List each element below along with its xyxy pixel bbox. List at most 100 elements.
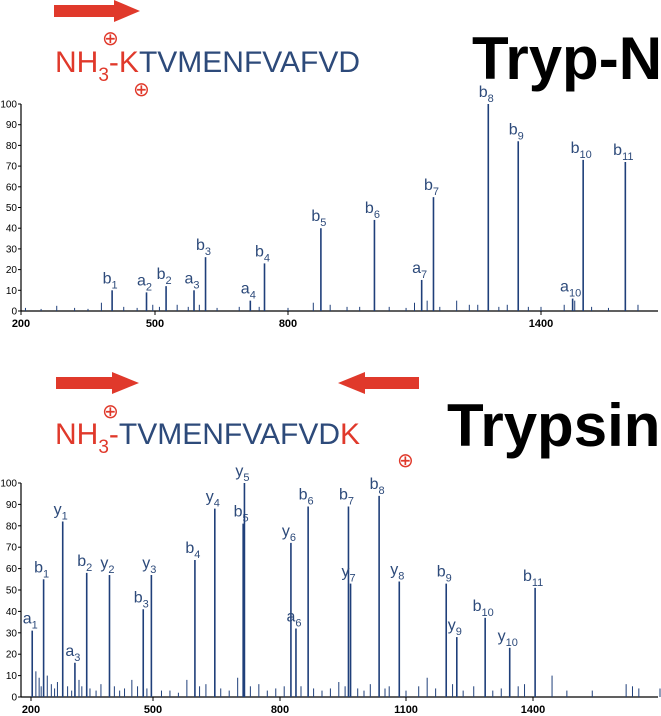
peak-label-b6: b6 [299, 487, 314, 508]
x-tick-label: 800 [271, 704, 289, 716]
y-ticks: 0 10 20 30 40 50 60 70 80 90 100 [0, 479, 21, 704]
peak-label-b8: b8 [370, 476, 385, 497]
peak-label-a3: a3 [65, 643, 80, 664]
seq-dash: - [109, 46, 119, 79]
direction-arrow-right-icon [54, 0, 140, 22]
seq-dash: - [109, 418, 119, 451]
peak-label-b1: b1 [34, 559, 49, 580]
x-tick-label: 200 [12, 318, 30, 330]
y-tick-label: 90 [6, 500, 18, 511]
panel-tryp-n: NH3-KTVMENFVAFVD ⊕ ⊕ Tryp-N 0 10 20 30 40 50 6… [0, 0, 661, 330]
y-ticks: 0 10 20 30 40 50 60 70 80 90 100 [0, 100, 21, 318]
y-tick-label: 0 [11, 693, 17, 704]
x-tick-label: 800 [279, 318, 297, 330]
chart-title: Trypsin [447, 392, 660, 459]
peak-label-b2: b2 [157, 266, 172, 287]
peak-label-b11: b11 [613, 142, 633, 163]
seq-subscript: 3 [98, 437, 109, 458]
seq-red-residue: K [340, 418, 360, 451]
y-tick-label: 10 [6, 671, 18, 682]
x-tick-label: 500 [146, 318, 164, 330]
peak-label-y3: y3 [142, 555, 156, 576]
y-tick-label: 70 [6, 543, 18, 554]
y-tick-label: 20 [6, 650, 18, 661]
y-tick-label: 20 [6, 265, 18, 276]
peak-label-a7: a7 [412, 260, 427, 281]
x-ticks: 200 500 800 1100 1400 [22, 697, 545, 716]
peak-label-b11: b11 [523, 568, 543, 589]
spectrum-peaks: a1 b1 a3 y1 b2 y2 b3 y3 b4 y4 b5 y5 y6 a6 b6 b7 y7 b8 y8 b9… [23, 463, 543, 697]
sequence-line: NH3-KTVMENFVAFVD [55, 46, 360, 86]
y-tick-label: 60 [6, 182, 18, 193]
baseline-noise [35, 671, 661, 697]
charge-symbol-nh3: ⊕ [102, 401, 119, 423]
x-tick-label: 1400 [521, 704, 545, 716]
seq-prefix: NH [55, 46, 98, 79]
x-tick-label: 1100 [394, 704, 418, 716]
y-tick-label: 0 [11, 307, 17, 318]
seq-subscript: 3 [98, 65, 109, 86]
y-tick-label: 30 [6, 244, 18, 255]
y-tick-label: 70 [6, 162, 18, 173]
y-tick-label: 80 [6, 521, 18, 532]
x-tick-label: 500 [144, 704, 162, 716]
peak-label-y4: y4 [206, 489, 220, 510]
peak-label-a4: a4 [241, 281, 256, 302]
y-tick-label: 100 [0, 479, 17, 490]
peak-label-y9: y9 [448, 617, 462, 638]
y-tick-label: 50 [6, 586, 18, 597]
peak-label-y8: y8 [390, 561, 404, 582]
peak-label-b4: b4 [185, 540, 200, 561]
peak-label-b3: b3 [196, 237, 211, 258]
y-tick-label: 10 [6, 286, 18, 297]
y-tick-label: 40 [6, 224, 18, 235]
panel-trypsin: NH3-TVMENFVAFVDK ⊕ ⊕ Trypsin 0 10 20 30 40 50… [0, 372, 661, 716]
peak-label-b5: b5 [234, 504, 249, 525]
peak-label-b1: b1 [103, 270, 118, 291]
charge-symbol-nh3: ⊕ [102, 28, 119, 50]
baseline-noise [24, 300, 639, 311]
y-tick-label: 50 [6, 203, 18, 214]
seq-rest: TVMENFVAFVD [139, 46, 360, 79]
charge-symbol-k: ⊕ [133, 79, 150, 101]
peak-label-a2: a2 [137, 272, 152, 293]
peak-label-b6: b6 [365, 200, 380, 221]
peak-label-b5: b5 [311, 208, 326, 229]
peak-label-b2: b2 [77, 553, 92, 574]
peak-label-y10: y10 [498, 628, 518, 649]
seq-rest: TVMENFVAFVD [119, 418, 340, 451]
y-tick-label: 90 [6, 120, 18, 131]
seq-prefix: NH [55, 418, 98, 451]
peak-label-b7: b7 [339, 487, 354, 508]
peak-label-y2: y2 [100, 555, 114, 576]
peak-label-b3: b3 [134, 589, 149, 610]
y-tick-label: 80 [6, 141, 18, 152]
peak-label-y5: y5 [235, 463, 249, 484]
peak-label-y7: y7 [341, 564, 355, 585]
direction-arrow-right-icon [56, 372, 139, 394]
charge-symbol-k: ⊕ [397, 450, 414, 472]
peak-label-a1: a1 [23, 611, 38, 632]
peak-label-a3: a3 [184, 270, 199, 291]
peak-label-b9: b9 [437, 564, 452, 585]
direction-arrow-left-icon [338, 372, 419, 394]
y-tick-label: 100 [0, 100, 17, 111]
peak-label-b8: b8 [479, 84, 494, 105]
chart-title: Tryp-N [472, 25, 661, 92]
peak-label-b4: b4 [255, 243, 270, 264]
y-tick-label: 60 [6, 564, 18, 575]
peak-label-b9: b9 [509, 121, 524, 142]
y-tick-label: 30 [6, 628, 18, 639]
peak-label-a10: a10 [560, 279, 581, 300]
x-tick-label: 1400 [529, 318, 553, 330]
peak-label-y6: y6 [282, 523, 296, 544]
sequence-line: NH3-TVMENFVAFVDK [55, 418, 360, 458]
x-ticks: 200 500 800 1400 [12, 311, 553, 330]
y-tick-label: 40 [6, 607, 18, 618]
peak-label-b10: b10 [473, 598, 494, 619]
seq-red-residue: K [119, 46, 139, 79]
peak-label-b7: b7 [424, 177, 439, 198]
peak-label-b10: b10 [571, 140, 592, 161]
